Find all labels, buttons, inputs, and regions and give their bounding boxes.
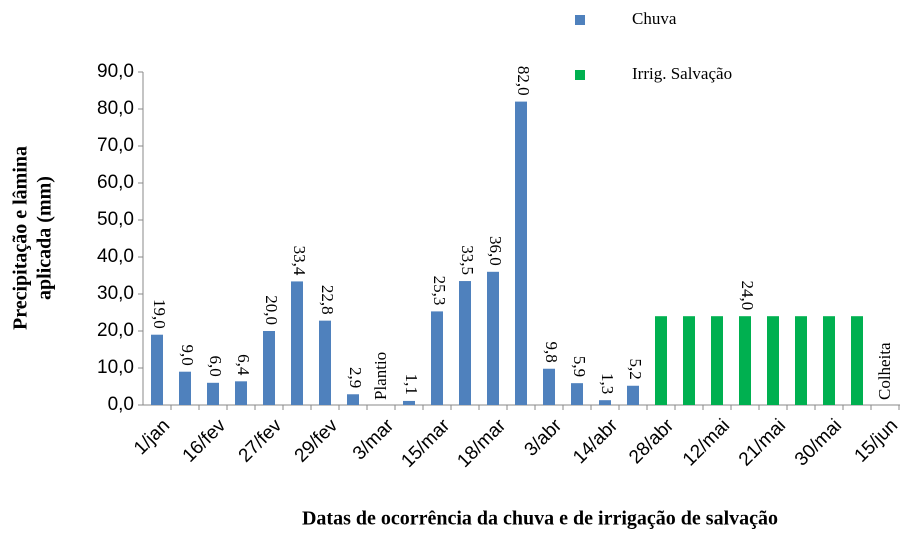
y-tick-label: 70,0 <box>97 135 134 156</box>
data-label: 1,1 <box>402 374 421 395</box>
annotation: Plantio <box>371 352 390 400</box>
bar <box>739 316 751 405</box>
data-label: 20,0 <box>262 295 281 325</box>
y-tick-label: 60,0 <box>97 172 134 193</box>
bar <box>515 101 527 405</box>
data-label: 25,3 <box>430 276 449 306</box>
y-tick-label: 80,0 <box>97 98 134 119</box>
bar <box>347 394 359 405</box>
x-tick-label: 28/abr <box>625 415 678 468</box>
bar <box>571 383 583 405</box>
bar <box>795 316 807 405</box>
annotation: Colheita <box>875 342 894 400</box>
bar <box>627 385 639 405</box>
x-tick-label: 21/mai <box>735 415 790 470</box>
bar <box>291 281 303 405</box>
bar <box>683 316 695 405</box>
legend-label: Chuva <box>632 9 677 28</box>
bar <box>179 371 191 405</box>
x-tick-label: 1/jan <box>130 415 174 459</box>
data-label: 82,0 <box>514 66 533 96</box>
y-tick-label: 90,0 <box>97 61 134 82</box>
x-tick-label: 18/mar <box>453 415 510 472</box>
bar <box>459 281 471 405</box>
y-axis-label: aplicada (mm) <box>34 176 56 300</box>
data-label: 5,2 <box>626 359 645 380</box>
x-tick-label: 15/jun <box>851 415 901 466</box>
data-label: 6,4 <box>234 354 253 376</box>
y-tick-label: 10,0 <box>97 357 134 378</box>
x-tick-label: 3/abr <box>521 415 567 461</box>
y-tick-label: 50,0 <box>97 209 134 230</box>
bar <box>207 382 219 405</box>
bar <box>599 400 611 405</box>
data-label: 5,9 <box>570 356 589 377</box>
bar <box>431 311 443 405</box>
bar <box>851 316 863 405</box>
bar <box>543 368 555 405</box>
data-label: 36,0 <box>486 236 505 266</box>
y-tick-label: 0,0 <box>108 394 134 415</box>
y-tick-label: 20,0 <box>97 320 134 341</box>
legend-label: Irrig. Salvação <box>632 64 732 83</box>
bar <box>263 331 275 405</box>
x-tick-label: 15/mar <box>397 415 454 472</box>
data-label: 19,0 <box>150 299 169 329</box>
x-tick-label: 3/mar <box>349 415 399 465</box>
bar <box>151 334 163 405</box>
data-label: 22,8 <box>318 285 337 315</box>
data-label: 1,3 <box>598 373 617 394</box>
bar <box>655 316 667 405</box>
data-label: 33,5 <box>458 245 477 275</box>
legend-swatch <box>575 15 585 25</box>
bar <box>767 316 779 405</box>
data-label: 6,0 <box>206 356 225 377</box>
data-label: 9,0 <box>178 344 197 365</box>
y-axis-label: Precipitação e lâmina <box>10 146 32 330</box>
x-tick-label: 16/fev <box>179 415 231 467</box>
bar <box>487 271 499 405</box>
bar <box>823 316 835 405</box>
x-tick-label: 14/abr <box>569 415 622 468</box>
y-tick-label: 30,0 <box>97 283 134 304</box>
bar <box>403 400 415 405</box>
x-tick-label: 27/fev <box>235 415 287 467</box>
bar <box>319 320 331 405</box>
x-tick-label: 29/fev <box>291 415 343 467</box>
x-axis-label: Datas de ocorrência da chuva e de irriga… <box>302 508 778 530</box>
x-tick-label: 12/mai <box>679 415 734 470</box>
legend-swatch <box>575 70 585 80</box>
y-tick-label: 40,0 <box>97 246 134 267</box>
data-label: 33,4 <box>290 246 309 276</box>
data-label: 2,9 <box>346 367 365 388</box>
x-tick-label: 30/mai <box>791 415 846 470</box>
bar <box>235 381 247 405</box>
data-label: 9,8 <box>542 341 561 362</box>
bar <box>711 316 723 405</box>
data-label: 24,0 <box>738 280 757 310</box>
